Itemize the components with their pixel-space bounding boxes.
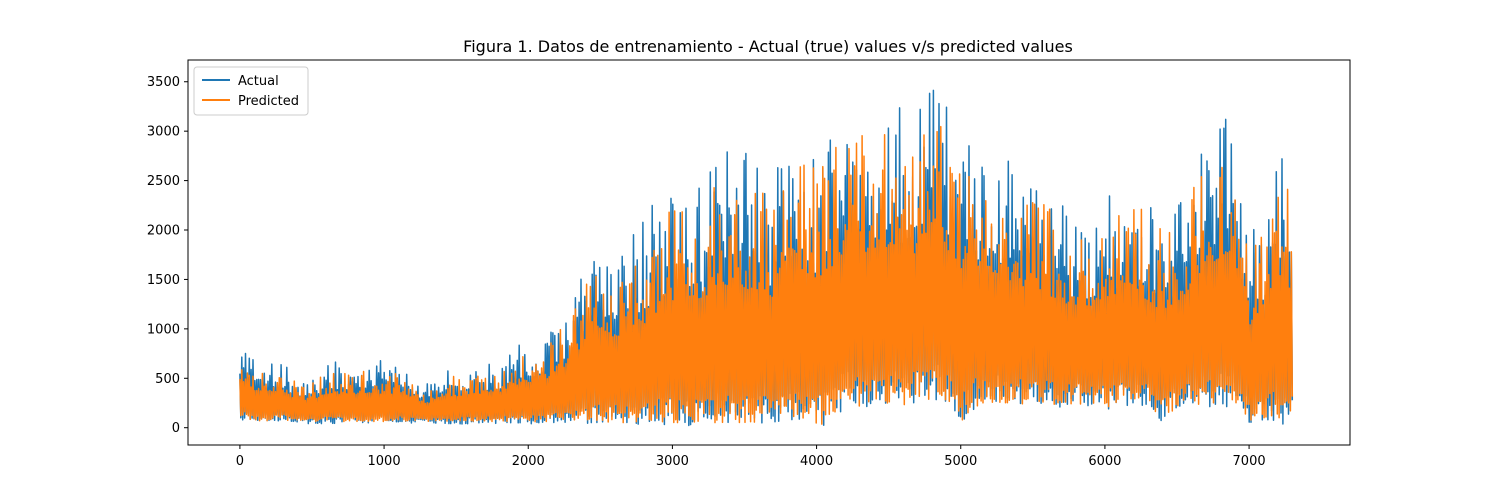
chart-title: Figura 1. Datos de entrenamiento - Actua… <box>463 37 1073 56</box>
x-tick-label: 0 <box>236 454 244 469</box>
y-tick-label: 0 <box>172 421 180 436</box>
x-tick-label: 7000 <box>1233 454 1266 469</box>
x-tick-label: 2000 <box>512 454 545 469</box>
x-axis: 0 1000 2000 3000 4000 5000 6000 7000 <box>236 445 1266 469</box>
y-tick-label: 1000 <box>147 322 180 337</box>
plot-area <box>239 89 1294 427</box>
y-tick-label: 2500 <box>147 174 180 189</box>
legend-label-predicted: Predicted <box>238 94 299 109</box>
plot-frame <box>187 59 1351 446</box>
x-tick-label: 6000 <box>1088 454 1121 469</box>
y-tick-label: 1500 <box>147 273 180 288</box>
y-tick-label: 2000 <box>147 224 180 239</box>
x-tick-label: 3000 <box>656 454 689 469</box>
legend: Actual Predicted <box>193 66 309 116</box>
y-tick-label: 500 <box>155 372 180 387</box>
y-tick-label: 3000 <box>147 125 180 140</box>
legend-label-actual: Actual <box>238 74 279 89</box>
x-tick-label: 5000 <box>944 454 977 469</box>
x-tick-label: 4000 <box>800 454 833 469</box>
series-line-predicted <box>239 125 1294 425</box>
y-tick-label: 3500 <box>147 75 180 90</box>
y-axis: 0 500 1000 1500 2000 2500 3000 3500 <box>147 75 188 436</box>
x-tick-label: 1000 <box>368 454 401 469</box>
